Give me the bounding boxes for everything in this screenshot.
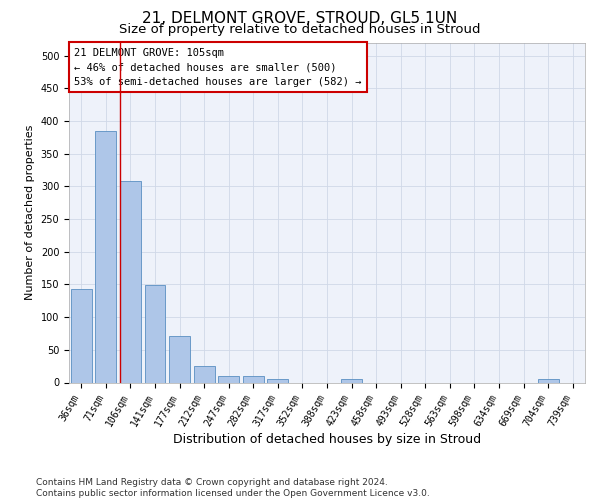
Bar [243, 376, 264, 382]
Bar [194, 366, 215, 382]
Bar [120, 181, 141, 382]
Text: Size of property relative to detached houses in Stroud: Size of property relative to detached ho… [119, 22, 481, 36]
Text: 21 DELMONT GROVE: 105sqm
← 46% of detached houses are smaller (500)
53% of semi-: 21 DELMONT GROVE: 105sqm ← 46% of detach… [74, 48, 362, 87]
Bar [218, 376, 239, 382]
Bar [71, 289, 92, 382]
Bar [341, 379, 362, 382]
Text: Contains HM Land Registry data © Crown copyright and database right 2024.
Contai: Contains HM Land Registry data © Crown c… [36, 478, 430, 498]
Bar [538, 379, 559, 382]
X-axis label: Distribution of detached houses by size in Stroud: Distribution of detached houses by size … [173, 434, 481, 446]
Text: 21, DELMONT GROVE, STROUD, GL5 1UN: 21, DELMONT GROVE, STROUD, GL5 1UN [142, 11, 458, 26]
Bar [145, 285, 166, 382]
Bar [169, 336, 190, 382]
Bar [95, 132, 116, 382]
Y-axis label: Number of detached properties: Number of detached properties [25, 125, 35, 300]
Bar [268, 378, 289, 382]
